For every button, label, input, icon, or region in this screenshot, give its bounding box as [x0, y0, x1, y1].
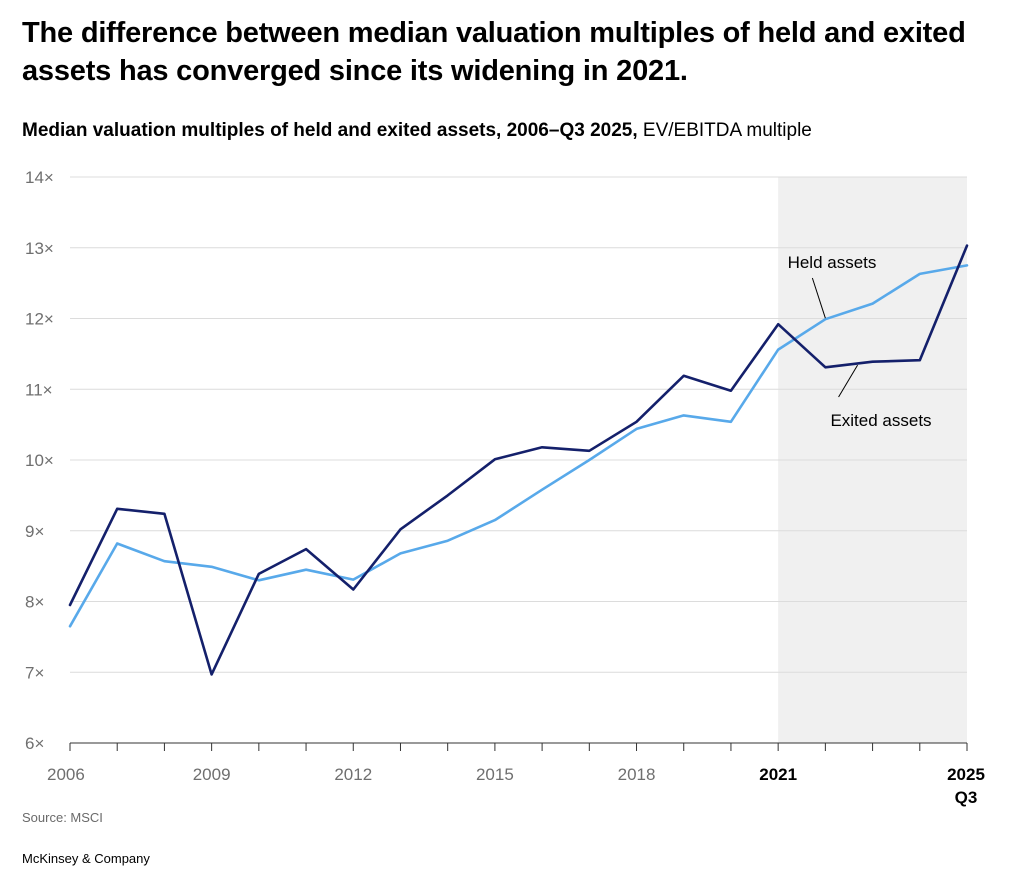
brand-logo: McKinsey & Company — [22, 851, 150, 866]
x-tick-label: 2018 — [618, 765, 656, 784]
series-line-exited — [68, 244, 969, 676]
y-tick-label: 13× — [25, 239, 54, 258]
held-assets-label: Held assets — [788, 253, 877, 272]
chart-subtitle: Median valuation multiples of held and e… — [22, 118, 812, 144]
y-axis: 14× 13× 12× 11× 10× 9× 8× 7× 6× — [25, 168, 54, 753]
y-tick-label: 8× — [25, 593, 44, 612]
y-tick-label: 6× — [25, 734, 44, 753]
x-tick-sublabel: Q3 — [955, 788, 978, 807]
y-tick-label: 11× — [25, 380, 53, 399]
series-annotations: Held assets Exited assets — [788, 253, 932, 430]
chart-subtitle-title: Median valuation multiples of held and e… — [22, 120, 638, 141]
y-tick-label: 7× — [25, 663, 44, 682]
series-line-held — [68, 264, 969, 628]
x-tick-label: 2006 — [47, 765, 85, 784]
y-tick-label: 14× — [25, 168, 54, 187]
series-lines — [68, 244, 969, 676]
exited-assets-leader-line — [838, 364, 859, 398]
x-tick-label: 2025 — [947, 765, 985, 784]
exited-assets-label: Exited assets — [830, 411, 931, 430]
x-tick-label: 2012 — [334, 765, 372, 784]
chart-headline: The difference between median valuation … — [22, 17, 966, 87]
x-tick-label: 2015 — [476, 765, 514, 784]
x-tick-label: 2021 — [759, 765, 797, 784]
source-note: Source: MSCI — [22, 810, 103, 825]
gridlines — [70, 176, 967, 744]
held-assets-leader-line — [811, 277, 826, 319]
y-tick-label: 10× — [25, 451, 54, 470]
chart-subtitle-unit: EV/EBITDA multiple — [637, 120, 812, 141]
y-tick-label: 9× — [25, 522, 44, 541]
x-tick-label: 2009 — [193, 765, 231, 784]
x-axis: 2006 2009 2012 2015 2018 2021 2025 Q3 — [47, 743, 985, 807]
y-tick-label: 12× — [25, 310, 54, 329]
